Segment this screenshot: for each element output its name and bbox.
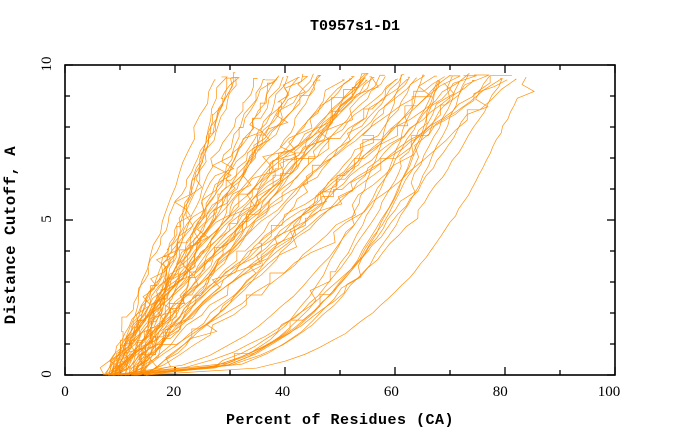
svg-text:100: 100 — [598, 384, 621, 400]
svg-text:80: 80 — [493, 384, 508, 400]
svg-text:20: 20 — [166, 384, 181, 400]
svg-text:0: 0 — [61, 384, 69, 400]
svg-text:5: 5 — [39, 215, 55, 223]
svg-text:60: 60 — [384, 384, 399, 400]
svg-text:40: 40 — [275, 384, 290, 400]
svg-text:0: 0 — [39, 370, 55, 378]
svg-text:10: 10 — [39, 57, 55, 72]
